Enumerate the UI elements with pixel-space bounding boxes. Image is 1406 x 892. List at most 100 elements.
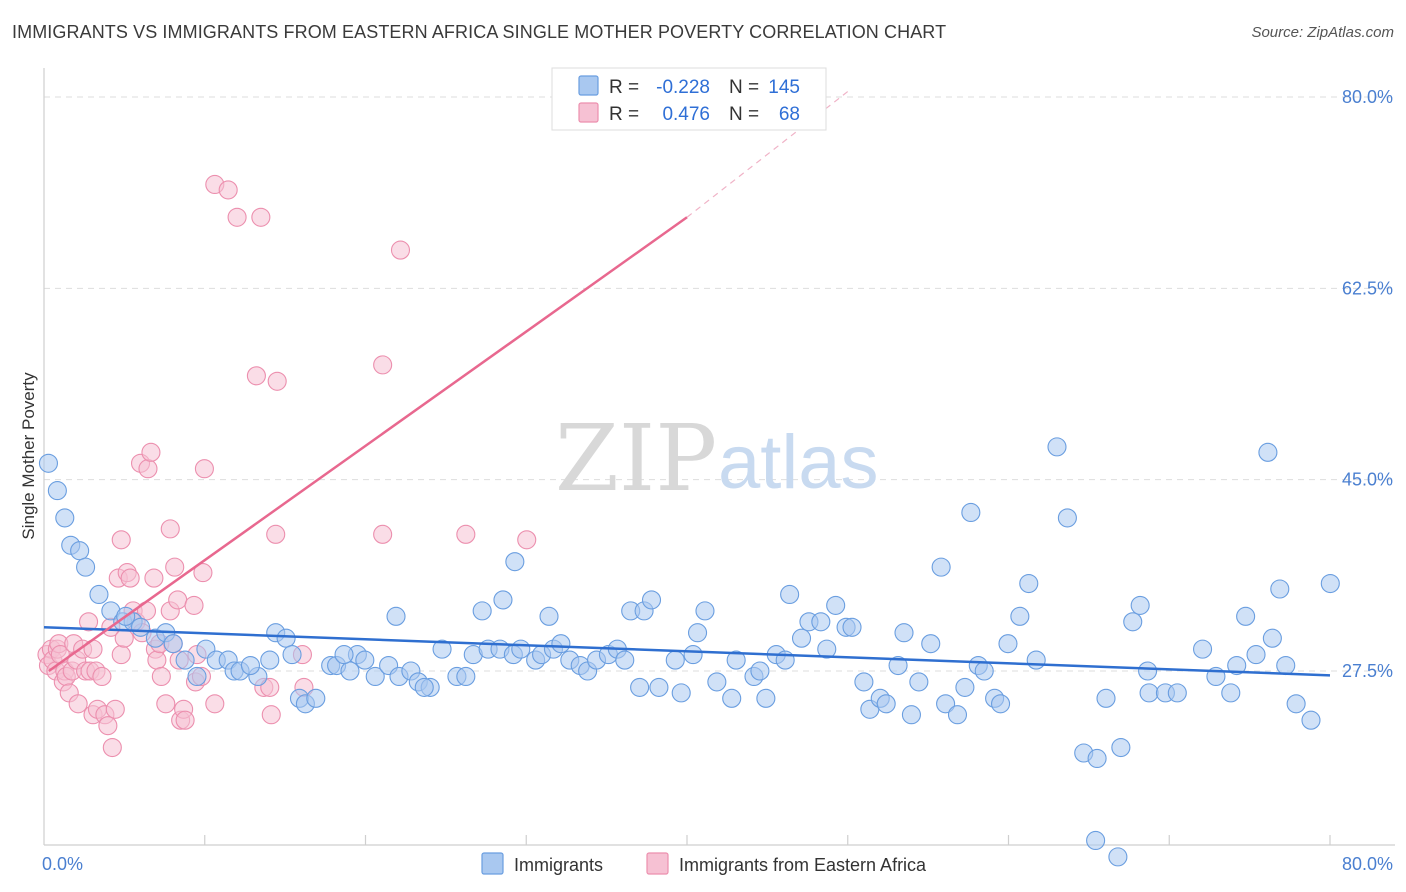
watermark-atlas: atlas <box>718 420 879 505</box>
bottom-legend-label-eastern-africa: Immigrants from Eastern Africa <box>679 855 927 875</box>
immigrants-point <box>1057 508 1077 528</box>
eastern-africa-point <box>156 694 176 714</box>
legend-n-label-1: N = <box>729 77 759 98</box>
eastern-africa-point <box>168 590 188 610</box>
immigrants-point <box>539 606 559 626</box>
immigrants-point <box>936 694 956 714</box>
watermark-zip: ZIP <box>555 405 717 512</box>
immigrants-point <box>1236 606 1256 626</box>
legend-swatch-immigrants <box>578 75 599 96</box>
eastern-africa-point <box>390 240 411 260</box>
immigrants-point <box>1262 628 1282 648</box>
y-tick-labels: 27.5% 45.0% 62.5% 80.0% <box>1342 87 1393 681</box>
immigrants-point <box>683 645 703 665</box>
immigrants-point <box>1096 688 1116 708</box>
immigrants-point <box>240 655 261 676</box>
immigrants-point <box>1167 683 1187 703</box>
source-label: Source: ZipAtlas.com <box>1251 24 1394 41</box>
immigrants-point <box>163 634 183 654</box>
immigrants-point <box>505 552 525 572</box>
immigrants-point <box>615 650 635 670</box>
eastern-africa-point <box>227 207 247 227</box>
immigrants-point <box>671 683 691 703</box>
bottom-legend-label-immigrants: Immigrants <box>514 855 603 875</box>
eastern-africa-point <box>105 699 125 719</box>
immigrants-point <box>947 705 968 725</box>
immigrants-point <box>1108 847 1128 867</box>
immigrants-point <box>175 650 195 670</box>
legend-n-value-2: 68 <box>779 104 800 125</box>
immigrants-point <box>641 590 662 610</box>
eastern-africa-point <box>184 595 204 615</box>
watermark: ZIP atlas <box>555 405 879 512</box>
x-tick-labels: 0.0% 80.0% <box>42 854 1393 874</box>
immigrants-point <box>1111 737 1131 758</box>
immigrants-point <box>511 639 531 659</box>
eastern-africa-point <box>261 705 281 725</box>
immigrants-point <box>876 694 896 714</box>
correlation-legend: R = -0.228 N = 145 R = 0.476 N = 68 <box>551 67 827 131</box>
eastern-africa-trend-line <box>48 216 688 673</box>
immigrants-point <box>842 617 862 637</box>
eastern-africa-point <box>138 459 158 479</box>
legend-r-label-1: R = <box>609 77 639 98</box>
eastern-africa-point <box>102 737 122 758</box>
eastern-africa-point <box>141 442 161 462</box>
trend-lines <box>43 91 1331 677</box>
y-tick-label-3: 80.0% <box>1342 87 1393 107</box>
immigrants-point <box>1286 694 1306 714</box>
legend-r-value-1: -0.228 <box>656 77 710 98</box>
immigrants-point <box>551 634 571 654</box>
eastern-africa-point <box>160 519 180 539</box>
immigrants-point <box>974 661 994 681</box>
immigrants-point <box>1130 595 1150 615</box>
eastern-africa-point <box>114 628 134 648</box>
y-tick-label-1: 45.0% <box>1342 470 1393 490</box>
immigrants-point <box>130 617 151 637</box>
immigrants-point <box>1123 612 1143 632</box>
immigrants-point <box>1087 748 1107 769</box>
series-legend: Immigrants Immigrants from Eastern Afric… <box>481 852 927 875</box>
immigrants-point <box>1019 573 1039 594</box>
immigrants-point <box>47 481 67 501</box>
immigrants-point <box>756 688 776 708</box>
eastern-africa-point <box>517 530 537 550</box>
immigrants-point <box>1258 442 1278 462</box>
immigrants-point <box>55 508 75 528</box>
eastern-africa-point <box>147 650 167 670</box>
eastern-africa-point <box>193 563 213 583</box>
immigrants-point <box>687 623 708 643</box>
immigrants-point <box>649 677 669 697</box>
immigrants-point <box>1221 683 1241 703</box>
legend-r-label-2: R = <box>609 104 639 125</box>
immigrants-point <box>70 541 90 561</box>
eastern-africa-point <box>111 645 131 665</box>
eastern-africa-point <box>79 612 99 632</box>
immigrants-point <box>630 677 650 697</box>
immigrants-point <box>955 677 975 697</box>
immigrants-point <box>76 557 96 577</box>
eastern-africa-point <box>246 366 266 386</box>
immigrants-point <box>456 666 476 687</box>
immigrants-point <box>282 645 302 665</box>
immigrants-point <box>961 502 981 523</box>
eastern-africa-point <box>120 568 140 588</box>
immigrants-point <box>1276 655 1296 676</box>
immigrants-point <box>414 677 434 697</box>
immigrants-point <box>750 661 770 681</box>
eastern-africa-point <box>205 694 225 714</box>
eastern-africa-point <box>218 180 238 200</box>
immigrants-point <box>1047 437 1067 457</box>
legend-n-value-1: 145 <box>768 77 800 98</box>
immigrants-point <box>722 688 742 708</box>
eastern-africa-point <box>260 677 280 697</box>
immigrants-point <box>1270 579 1290 599</box>
immigrants-point <box>707 672 727 692</box>
eastern-africa-point <box>151 666 171 687</box>
immigrants-point <box>1320 573 1340 594</box>
immigrants-point <box>695 601 715 621</box>
immigrants-point <box>472 601 492 621</box>
eastern-africa-point <box>267 371 287 391</box>
immigrants-point <box>260 650 280 670</box>
